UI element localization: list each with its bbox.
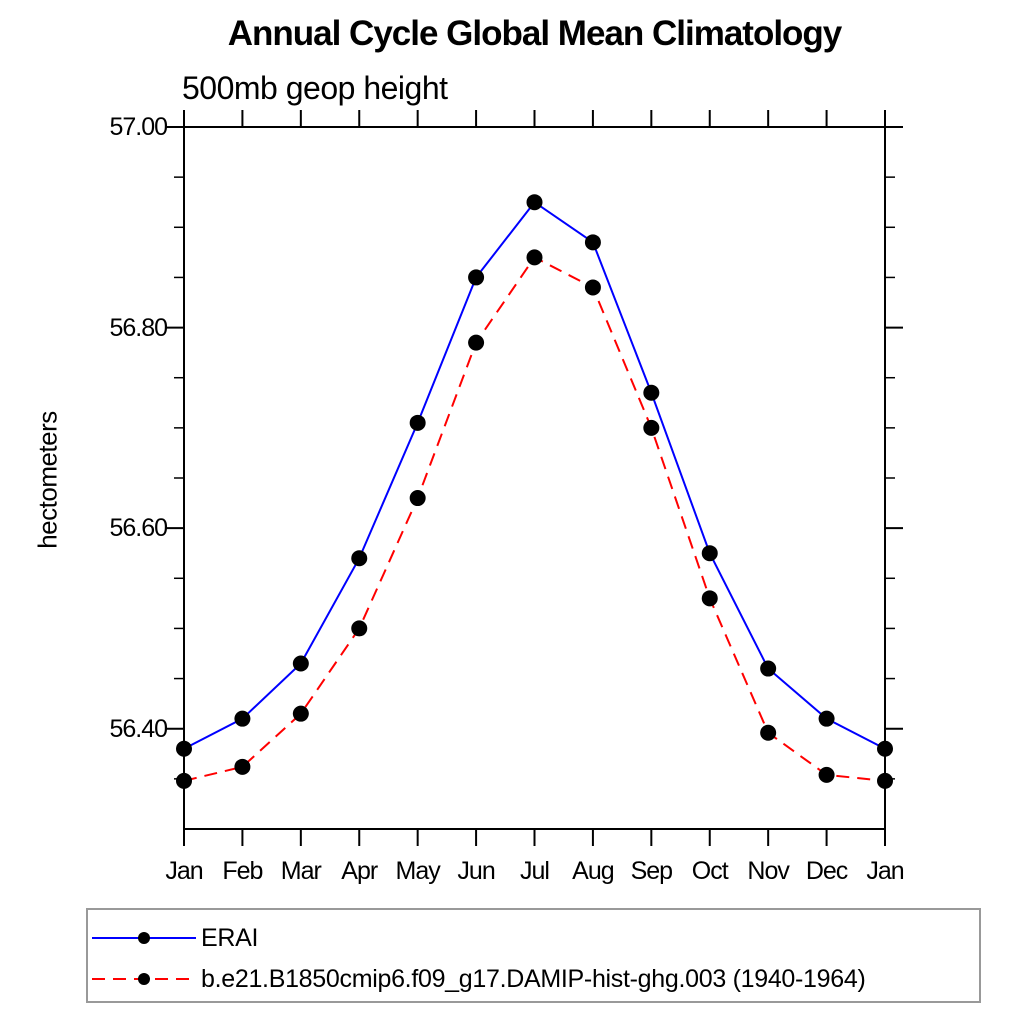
data-point-model-5 (468, 334, 485, 351)
data-point-erai-0 (176, 740, 192, 757)
series-line-erai (183, 200, 886, 750)
x-tick-label-7-Aug: Aug (572, 857, 614, 885)
x-tick-label-6-Jul: Jul (520, 857, 550, 885)
data-point-erai-8 (643, 384, 660, 401)
legend-box: ERAI b.e21.B1850cmip6.f09_g17.DAMIP-hist… (86, 908, 981, 1003)
legend-label-erai: ERAI (201, 923, 259, 952)
data-point-erai-2 (292, 655, 309, 672)
data-point-erai-10 (760, 660, 777, 677)
data-point-model-1 (234, 758, 251, 775)
y-axis-label: hectometers (32, 411, 63, 549)
legend-line-sample-dashed (92, 973, 196, 985)
data-point-model-8 (643, 419, 660, 436)
x-tick-label-12-Jan: Jan (866, 857, 904, 885)
x-tick-label-8-Sep: Sep (630, 857, 673, 885)
data-point-erai-6 (526, 194, 543, 211)
legend-line-sample-solid (92, 932, 196, 944)
data-point-model-7 (584, 279, 601, 296)
y-tick-label-57.00: 57.00 (109, 113, 168, 141)
x-tick-label-5-Jun: Jun (457, 857, 495, 885)
data-point-erai-4 (409, 414, 426, 431)
y-tick-label-56.80: 56.80 (109, 313, 168, 342)
data-point-erai-12 (877, 740, 893, 757)
data-point-model-3 (351, 620, 368, 637)
data-point-model-9 (701, 590, 718, 607)
data-point-model-11 (818, 766, 835, 783)
legend-marker-icon (138, 973, 150, 985)
data-point-erai-11 (818, 710, 835, 727)
legend-entry-model: b.e21.B1850cmip6.f09_g17.DAMIP-hist-ghg.… (92, 965, 866, 993)
data-point-model-12 (877, 772, 893, 789)
data-point-erai-5 (468, 269, 485, 286)
data-point-erai-7 (584, 234, 601, 251)
x-tick-label-4-May: May (395, 857, 441, 885)
x-tick-label-2-Mar: Mar (280, 857, 322, 885)
data-point-model-2 (292, 705, 309, 722)
data-point-erai-3 (351, 550, 368, 567)
chart-subtitle: 500mb geop height (182, 70, 448, 106)
data-point-model-0 (176, 772, 192, 789)
data-point-model-4 (409, 490, 426, 507)
series-line-model (183, 256, 886, 782)
x-tick-label-11-Dec: Dec (805, 857, 848, 885)
x-tick-label-3-Apr: Apr (341, 857, 378, 885)
data-point-erai-1 (234, 710, 251, 727)
data-point-erai-9 (701, 545, 718, 562)
plot-frame (183, 126, 886, 830)
x-tick-label-9-Oct: Oct (691, 857, 729, 885)
data-point-model-6 (526, 249, 543, 266)
y-tick-label-56.60: 56.60 (109, 514, 168, 543)
data-point-model-10 (760, 724, 777, 741)
x-tick-label-10-Nov: Nov (747, 857, 789, 885)
x-tick-label-1-Feb: Feb (222, 857, 263, 885)
legend-label-model: b.e21.B1850cmip6.f09_g17.DAMIP-hist-ghg.… (201, 964, 866, 993)
legend-marker-icon (138, 932, 150, 944)
chart-title: Annual Cycle Global Mean Climatology (227, 14, 843, 53)
y-tick-label-56.40: 56.40 (109, 714, 168, 743)
x-tick-label-0-Jan: Jan (165, 857, 203, 885)
legend-entry-erai: ERAI (92, 924, 258, 952)
